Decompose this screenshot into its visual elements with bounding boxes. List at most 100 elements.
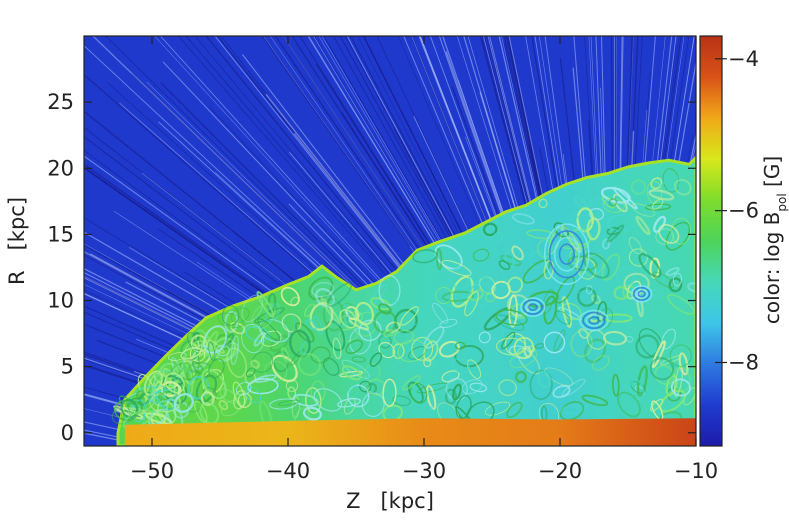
- eddy: [441, 370, 460, 383]
- eddy: [253, 332, 266, 347]
- field-line: [362, 36, 495, 298]
- eddy: [310, 346, 331, 364]
- eddy: [393, 299, 405, 308]
- y-tick-label: 0: [61, 421, 74, 445]
- eddy: [495, 309, 528, 326]
- eddy: [452, 357, 470, 375]
- eddy: [281, 313, 302, 333]
- eddy: [601, 253, 621, 281]
- x-axis-label: Z [kpc]: [346, 489, 434, 513]
- eddy: [358, 319, 382, 342]
- eddy: [455, 395, 472, 420]
- eddy: [322, 357, 340, 377]
- eddy: [652, 198, 664, 210]
- field-line: [438, 36, 504, 220]
- eddy: [290, 296, 300, 307]
- eddy: [635, 334, 660, 359]
- eddy: [469, 382, 488, 393]
- eddy: [302, 406, 322, 421]
- eddy: [326, 282, 353, 307]
- eddy: [466, 359, 482, 379]
- eddy: [484, 292, 496, 303]
- x-tick-label: −10: [674, 459, 718, 483]
- eddy: [454, 341, 466, 350]
- eddy: [294, 322, 315, 343]
- eddy: [553, 329, 566, 352]
- field-line: [262, 36, 436, 283]
- field-line: [486, 36, 533, 216]
- eddy: [147, 408, 168, 426]
- eddy: [186, 332, 202, 351]
- vortex-ring: [579, 309, 609, 332]
- eddy: [397, 339, 427, 363]
- eddy: [147, 388, 177, 404]
- eddy: [631, 203, 656, 217]
- eddy: [557, 306, 582, 321]
- plot-frame: [83, 35, 697, 447]
- eddy: [438, 340, 460, 358]
- field-line: [313, 36, 474, 303]
- eddy: [483, 307, 512, 331]
- field-line: [282, 36, 424, 249]
- field-line: [344, 36, 490, 305]
- eddy: [629, 379, 645, 401]
- eddy: [628, 237, 642, 255]
- eddy: [354, 301, 375, 326]
- eddy: [256, 290, 275, 318]
- eddy: [669, 344, 692, 367]
- eddy: [219, 388, 238, 404]
- eddy: [207, 339, 225, 354]
- eddy: [366, 378, 386, 396]
- eddy: [491, 232, 504, 243]
- field-line: [92, 36, 384, 316]
- hot-jet-base: [124, 418, 696, 446]
- eddy: [251, 302, 276, 330]
- eddy: [221, 305, 240, 326]
- vortex-ring: [582, 311, 606, 330]
- eddy: [382, 378, 397, 407]
- field-line: [463, 36, 525, 238]
- eddy: [509, 349, 538, 369]
- eddy: [435, 287, 453, 305]
- eddy: [672, 272, 683, 287]
- eddy: [469, 281, 493, 307]
- vortex-ring: [522, 299, 543, 315]
- eddy: [559, 401, 585, 421]
- eddy: [617, 391, 641, 418]
- eddy: [514, 370, 527, 384]
- eddy: [393, 308, 418, 334]
- eddy: [361, 392, 385, 417]
- field-line: [573, 36, 591, 242]
- y-tick-label: 25: [47, 90, 74, 114]
- vortex-ring: [548, 230, 585, 279]
- eddy: [217, 312, 244, 329]
- eddy: [649, 398, 664, 412]
- eddy: [264, 303, 281, 323]
- field-line: [0, 441, 531, 527]
- eddy: [402, 375, 421, 391]
- field-line: [214, 36, 425, 300]
- eddy: [628, 248, 648, 267]
- field-line: [0, 484, 518, 527]
- eddy: [665, 266, 680, 277]
- eddy: [220, 399, 242, 417]
- eddy: [504, 250, 515, 270]
- eddy: [111, 402, 139, 425]
- eddy: [348, 385, 359, 398]
- vortex-ring: [637, 290, 646, 298]
- colorbar-label-prefix: color: log B: [760, 212, 784, 325]
- eddy: [586, 285, 593, 295]
- eddy: [426, 384, 437, 410]
- eddy: [486, 266, 507, 287]
- eddy: [405, 323, 426, 345]
- eddy: [378, 342, 395, 359]
- eddy: [441, 259, 472, 277]
- eddy: [241, 294, 264, 323]
- field-line: [615, 36, 617, 191]
- eddy: [542, 288, 555, 314]
- eddy: [257, 318, 281, 342]
- vortex-ring: [635, 288, 648, 300]
- eddy: [498, 259, 511, 271]
- x-tick-label: −50: [130, 459, 174, 483]
- eddy: [341, 359, 371, 379]
